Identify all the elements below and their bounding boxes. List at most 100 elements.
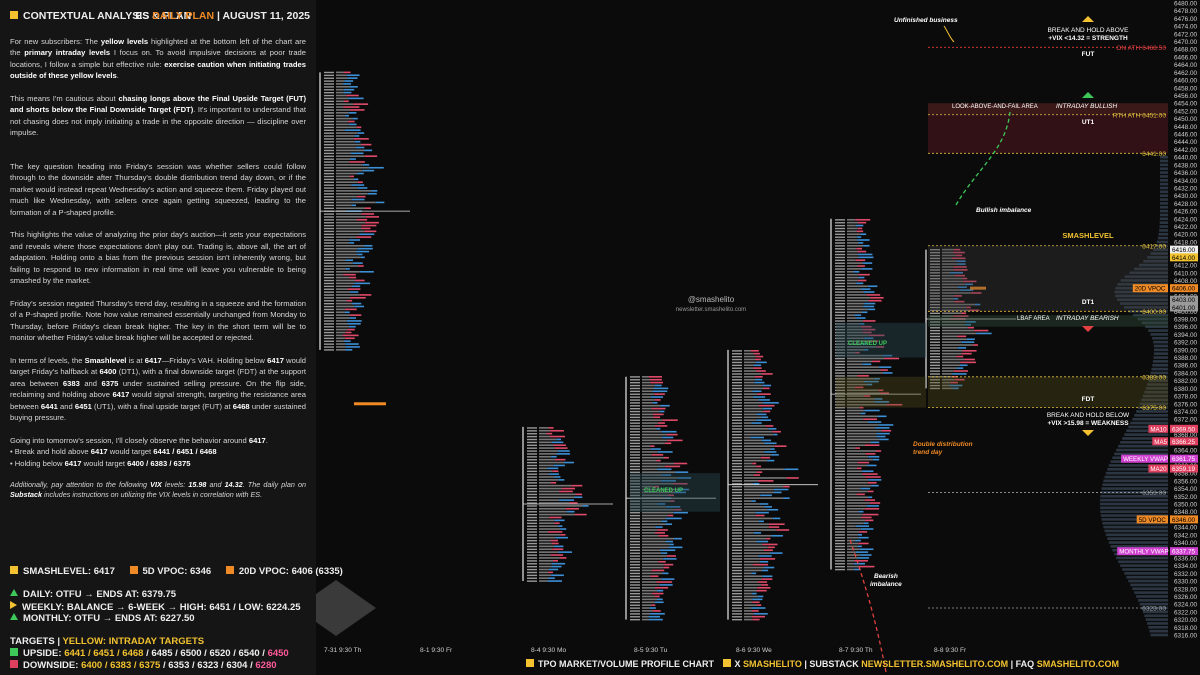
tpo-bar bbox=[847, 305, 864, 308]
tpo-letter bbox=[835, 487, 845, 490]
volume-bar bbox=[348, 325, 356, 328]
tpo-letter bbox=[527, 571, 537, 574]
tpo-bar bbox=[642, 607, 650, 609]
tpo-bar bbox=[642, 613, 651, 615]
tpo-letter bbox=[835, 346, 845, 348]
tpo-bar bbox=[336, 164, 363, 166]
price-tick-label: 6352.00 bbox=[1174, 494, 1198, 501]
volume-bar bbox=[764, 442, 777, 445]
volume-bar bbox=[551, 441, 564, 444]
volume-bar bbox=[956, 367, 964, 369]
tpo-letter bbox=[324, 74, 334, 77]
volume-bar bbox=[349, 158, 356, 160]
volume-bar bbox=[866, 505, 879, 507]
tpo-letter bbox=[324, 279, 334, 282]
tpo-bar bbox=[642, 480, 661, 482]
tpo-letter bbox=[324, 248, 334, 250]
tpo-bar bbox=[336, 334, 343, 337]
tpo-bar bbox=[744, 474, 754, 476]
tpo-bar bbox=[642, 407, 652, 410]
tpo-bar bbox=[847, 467, 857, 470]
volume-bar bbox=[650, 396, 664, 398]
tpo-bar bbox=[744, 517, 773, 520]
volume-bar bbox=[763, 549, 773, 552]
volume-bar bbox=[868, 334, 885, 337]
tpo-bar bbox=[336, 340, 344, 342]
annotation: CLEANED UP bbox=[848, 341, 887, 347]
tpo-letter bbox=[527, 557, 537, 559]
volume-bar bbox=[350, 109, 365, 111]
volume-bar bbox=[365, 216, 379, 218]
volume-bar bbox=[862, 331, 872, 334]
volume-bar bbox=[670, 500, 675, 502]
volume-bar bbox=[751, 500, 756, 502]
tpo-bar bbox=[336, 175, 350, 178]
price-tick-label: 6318.00 bbox=[1174, 625, 1198, 632]
tpo-bar bbox=[744, 589, 757, 592]
volume-bar bbox=[960, 361, 976, 364]
volume-bar bbox=[854, 386, 864, 389]
tpo-bar bbox=[847, 343, 863, 345]
volume-bar bbox=[855, 351, 860, 354]
tpo-letter bbox=[732, 566, 742, 569]
volume-bar bbox=[965, 323, 971, 326]
session-profile bbox=[319, 71, 410, 351]
composite-bar bbox=[1130, 421, 1168, 425]
tpo-letter bbox=[835, 268, 845, 270]
tpo-bar bbox=[744, 404, 759, 407]
tpo-bar bbox=[539, 493, 576, 496]
volume-bar bbox=[368, 166, 384, 169]
volume-bar bbox=[550, 435, 566, 438]
volume-bar bbox=[882, 354, 893, 357]
volume-bar bbox=[857, 253, 873, 256]
volume-bar bbox=[658, 560, 666, 563]
tpo-letter bbox=[930, 254, 940, 257]
tpo-letter bbox=[324, 222, 334, 224]
tpo-letter bbox=[732, 399, 742, 401]
price-tick-label: 6330.00 bbox=[1174, 579, 1198, 586]
tpo-letter bbox=[835, 453, 845, 455]
volume-bar bbox=[751, 422, 762, 424]
volume-bar bbox=[574, 496, 583, 499]
volume-bar bbox=[559, 499, 575, 501]
tpo-letter bbox=[732, 494, 742, 497]
volume-bar bbox=[348, 112, 357, 114]
volume-bar bbox=[858, 536, 869, 539]
tpo-bar bbox=[336, 109, 351, 111]
tpo-bar bbox=[847, 557, 858, 559]
tpo-letter bbox=[324, 71, 334, 74]
tpo-bar bbox=[847, 427, 876, 429]
price-badge bbox=[1170, 437, 1198, 446]
volume-bar bbox=[753, 532, 762, 534]
tpo-letter bbox=[835, 282, 845, 285]
price-tick-label: 6400.00 bbox=[1174, 309, 1198, 316]
paragraph-8: Additionally, pay attention to the follo… bbox=[10, 479, 306, 500]
cleaned-zone-2 bbox=[630, 473, 720, 512]
volume-bar bbox=[673, 508, 682, 511]
volume-bar bbox=[650, 575, 659, 578]
volume-bar bbox=[862, 473, 878, 475]
volume-bar bbox=[857, 279, 867, 282]
volume-bar bbox=[357, 253, 363, 256]
tpo-bar bbox=[336, 221, 365, 224]
volume-bar bbox=[864, 349, 869, 351]
tpo-letter bbox=[930, 332, 940, 335]
volume-bar bbox=[783, 497, 790, 499]
tpo-bar bbox=[336, 178, 354, 181]
tpo-bar bbox=[744, 370, 756, 372]
volume-bar bbox=[967, 326, 975, 329]
tpo-letter bbox=[835, 317, 845, 319]
tpo-bar bbox=[847, 409, 865, 412]
volume-bar bbox=[752, 462, 757, 465]
tpo-letter bbox=[324, 141, 334, 143]
tpo-letter bbox=[324, 106, 334, 108]
tpo-letter bbox=[835, 331, 845, 334]
volume-bar bbox=[954, 274, 965, 277]
tpo-bar bbox=[642, 584, 660, 586]
tpo-letter bbox=[527, 461, 537, 464]
volume-bar bbox=[857, 227, 863, 230]
volume-bar bbox=[342, 334, 359, 337]
composite-bar bbox=[1120, 441, 1168, 444]
volume-bar bbox=[548, 577, 555, 579]
volume-bar bbox=[750, 349, 759, 352]
